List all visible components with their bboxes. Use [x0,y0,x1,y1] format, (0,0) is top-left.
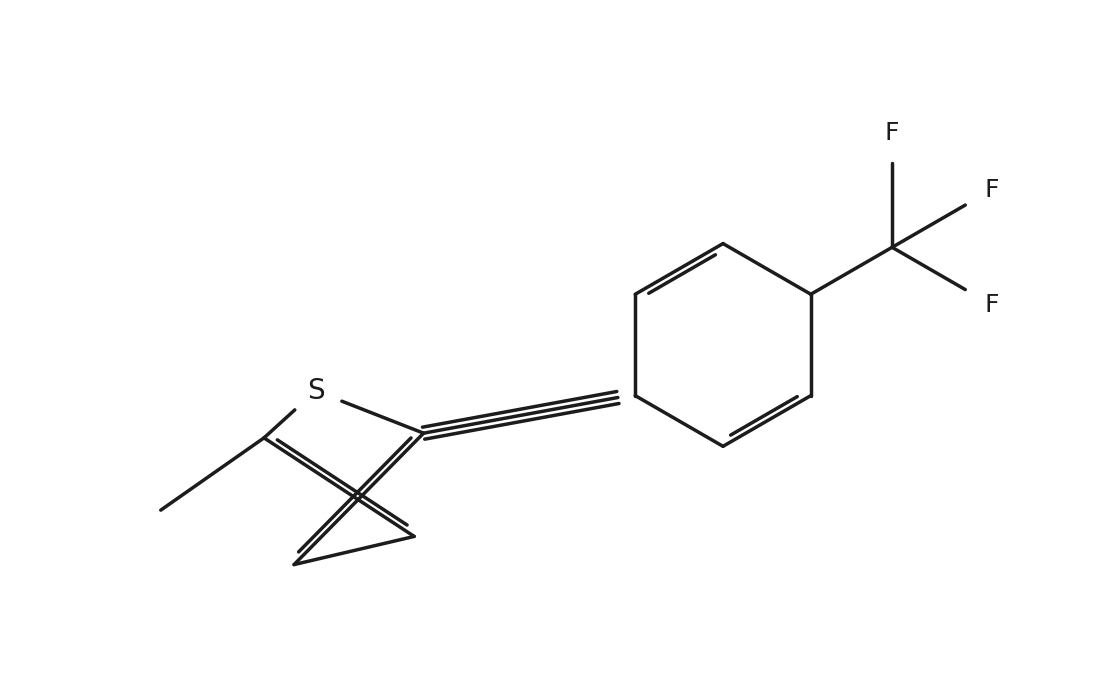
Text: S: S [306,377,324,405]
Text: F: F [885,121,899,144]
Text: F: F [985,292,999,316]
Text: F: F [985,178,999,202]
